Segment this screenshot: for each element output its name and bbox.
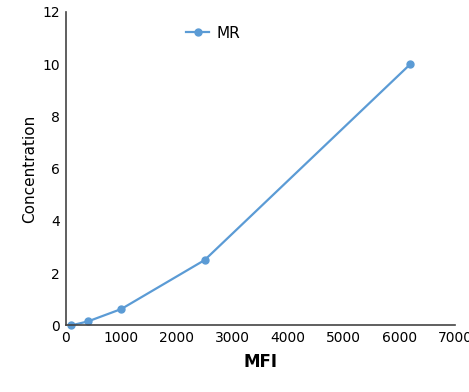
Line: MR: MR bbox=[68, 60, 414, 329]
Legend: MR: MR bbox=[187, 25, 241, 41]
Y-axis label: Concentration: Concentration bbox=[22, 114, 37, 223]
X-axis label: MFI: MFI bbox=[243, 353, 277, 371]
MR bbox=[85, 319, 91, 324]
MR bbox=[68, 323, 74, 328]
MR bbox=[202, 258, 207, 262]
MR bbox=[119, 307, 124, 311]
MR bbox=[408, 62, 413, 66]
